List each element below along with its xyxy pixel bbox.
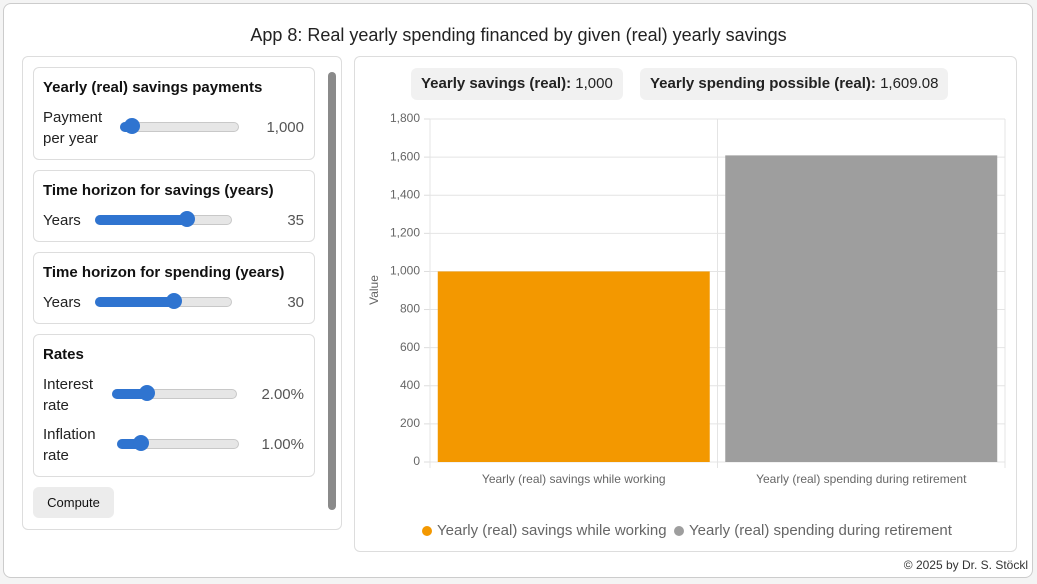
x-tick-label: Yearly (real) savings while working	[482, 472, 666, 486]
summary-chip: Yearly savings (real): 1,000	[411, 68, 623, 100]
slider[interactable]	[95, 293, 232, 309]
legend-swatch	[674, 526, 684, 536]
y-tick-label: 1,000	[390, 264, 420, 278]
slider[interactable]	[120, 118, 239, 134]
y-tick-label: 200	[400, 416, 420, 430]
card	[33, 334, 315, 477]
y-tick-label: 800	[400, 302, 420, 316]
control-label: Inflation rate	[43, 426, 96, 464]
bar	[437, 271, 710, 462]
y-tick-label: 1,600	[390, 149, 420, 163]
control-value: 1,000	[266, 119, 304, 136]
slider[interactable]	[112, 385, 237, 401]
compute-button[interactable]: Compute	[33, 487, 114, 518]
card-title: Rates	[43, 346, 84, 363]
legend-entry: Yearly (real) spending during retirement	[689, 522, 953, 539]
control-value: 2.00%	[261, 386, 304, 403]
summary-label: Yearly spending possible (real):	[650, 75, 876, 92]
card-title: Time horizon for savings (years)	[43, 182, 274, 199]
summary-label: Yearly savings (real):	[421, 75, 572, 92]
y-tick-label: 1,800	[390, 111, 420, 125]
chart: Value 0 200 400 600 800 1,000 1,200 1,400 1,600 1…	[367, 111, 1006, 539]
card-title: Time horizon for spending (years)	[43, 264, 285, 281]
card	[33, 67, 315, 160]
control-value: 30	[287, 294, 304, 311]
summary-value: 1,609.08	[880, 75, 939, 92]
control-label: Years	[43, 294, 81, 311]
slider[interactable]	[117, 435, 239, 451]
app-title: App 8: Real yearly spending financed by …	[250, 25, 787, 45]
control-label: Payment per year	[43, 109, 103, 147]
control-label: Years	[43, 212, 81, 229]
legend-entry: Yearly (real) savings while working	[437, 522, 667, 539]
scrollbar[interactable]	[328, 72, 336, 510]
y-tick-label: 1,200	[390, 226, 420, 240]
control-value: 1.00%	[261, 436, 304, 453]
y-axis-label: Value	[367, 275, 381, 305]
y-tick-label: 600	[400, 340, 420, 354]
slider[interactable]	[95, 211, 232, 227]
card-title: Yearly (real) savings payments	[43, 79, 263, 96]
control-value: 35	[287, 212, 304, 229]
y-tick-label: 0	[413, 454, 420, 468]
summary-value: 1,000	[575, 75, 613, 92]
x-tick-label: Yearly (real) spending during retirement	[756, 472, 967, 486]
footer: © 2025 by Dr. S. Stöckl	[903, 558, 1028, 572]
bar	[725, 155, 998, 462]
summary-chip: Yearly spending possible (real): 1,609.0…	[640, 68, 949, 100]
y-tick-label: 400	[400, 378, 420, 392]
y-tick-label: 1,400	[390, 187, 420, 201]
legend-swatch	[422, 526, 432, 536]
card	[33, 170, 315, 242]
card	[33, 252, 315, 324]
control-label: Interest rate	[43, 376, 94, 414]
